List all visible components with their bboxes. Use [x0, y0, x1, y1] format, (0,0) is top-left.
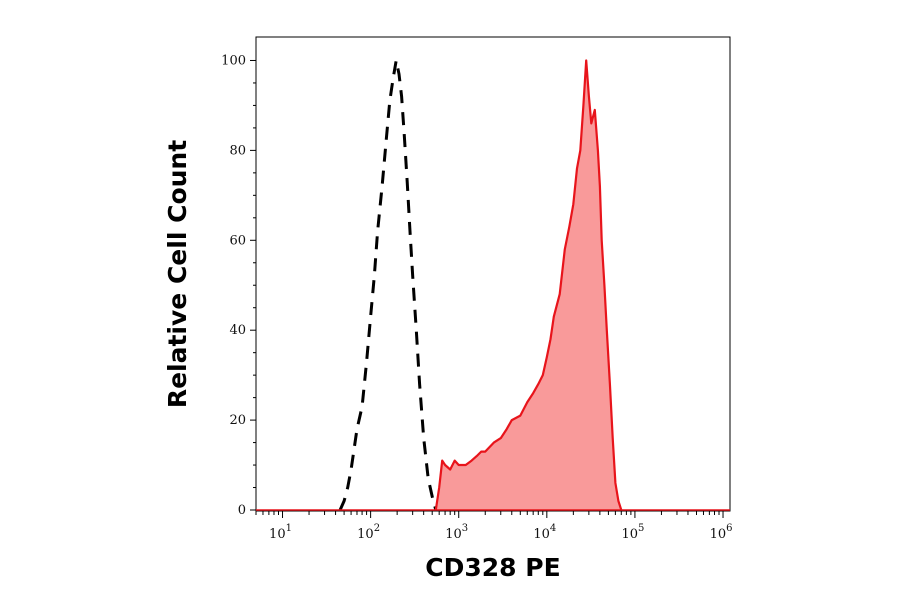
x-tick-label: 106: [710, 523, 733, 542]
series-1-area: [435, 60, 622, 510]
plot-frame: [255, 36, 731, 512]
y-tick-label: 40: [229, 323, 246, 338]
x-tick-label: 103: [445, 523, 468, 542]
y-tick-label: 100: [221, 53, 246, 68]
x-tick-label: 101: [269, 523, 292, 542]
x-tick-label: 105: [621, 523, 644, 542]
y-tick-label: 60: [229, 233, 246, 248]
x-tick-label: 104: [533, 523, 556, 542]
y-tick-label: 20: [229, 413, 246, 428]
x-axis: 101 102 103 104 105 106: [255, 511, 733, 542]
x-axis-title: CD328 PE: [425, 553, 560, 582]
series-layer: [256, 59, 730, 511]
series-0-line: [338, 59, 438, 511]
y-axis-title: Relative Cell Count: [163, 140, 192, 408]
y-tick-label: 0: [238, 503, 246, 518]
y-tick-label: 80: [229, 143, 246, 158]
x-tick-label: 102: [357, 523, 380, 542]
series-1-line: [434, 59, 623, 511]
y-axis: 0 20 40 60 80 100: [221, 53, 256, 518]
